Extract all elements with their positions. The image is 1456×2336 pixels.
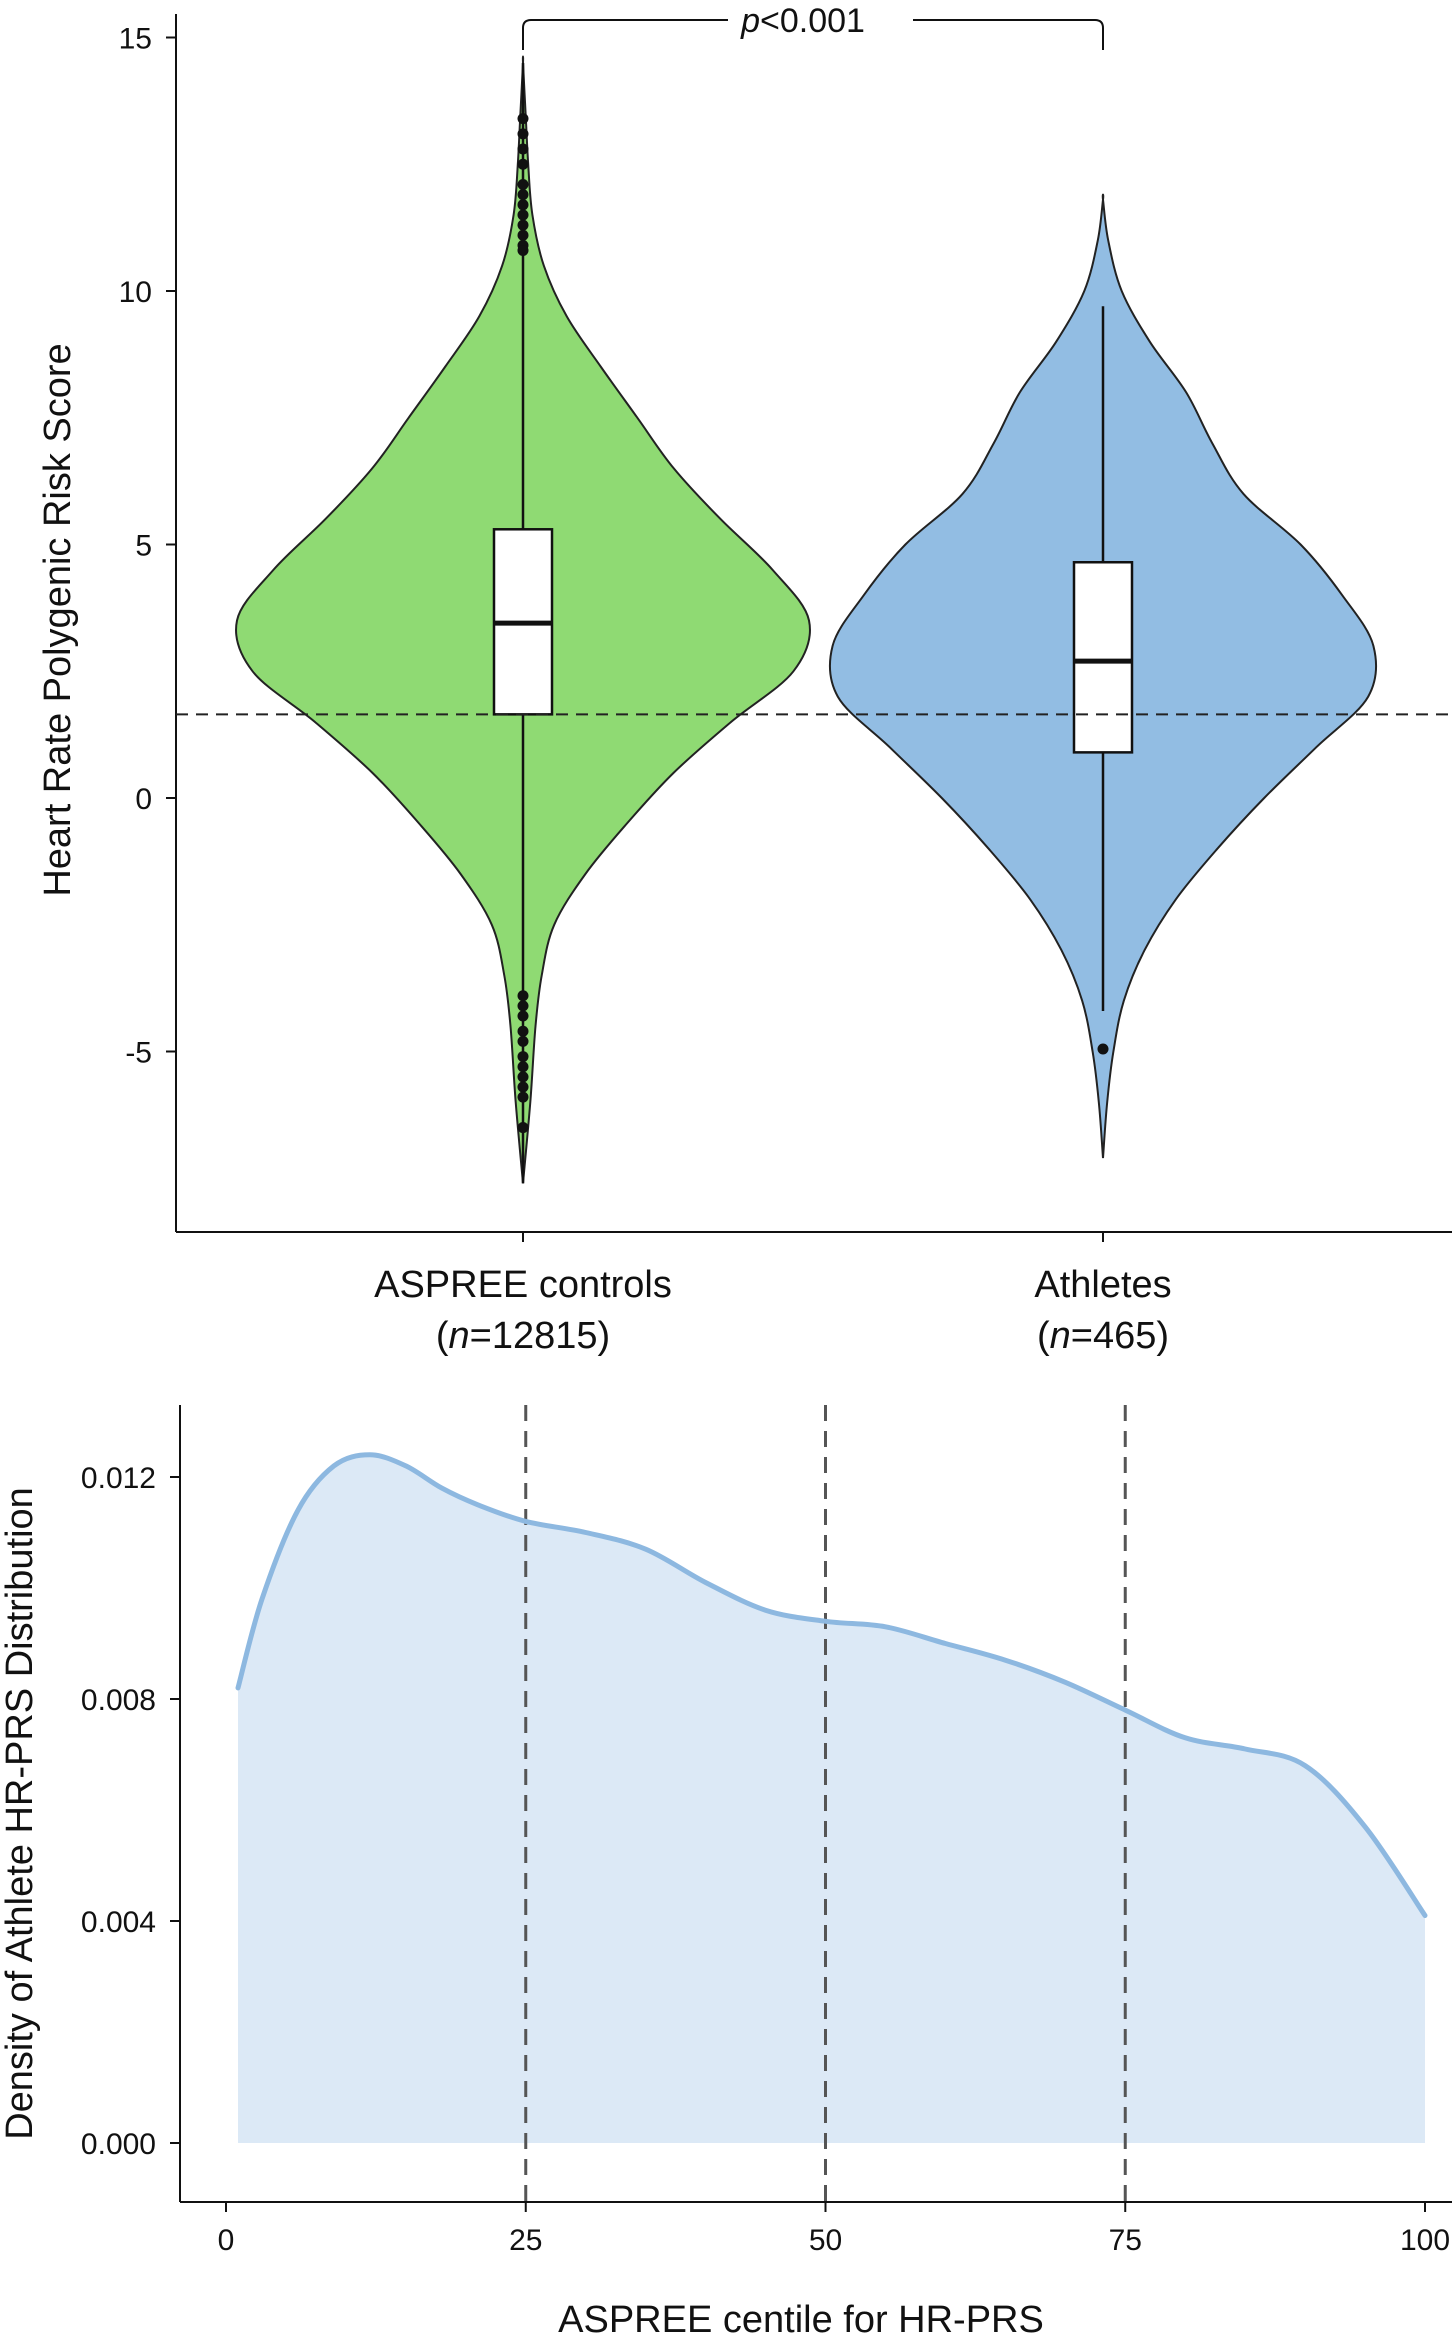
p-symbol: p: [740, 2, 760, 40]
iqr-box: [1072, 560, 1134, 754]
outlier-point: [517, 1010, 529, 1022]
density-curve: [235, 1452, 1428, 1918]
outlier-point: [517, 1091, 529, 1103]
outlier-point: [517, 229, 529, 241]
outlier-point: [517, 1000, 529, 1012]
outlier-point: [517, 189, 529, 201]
outlier-point: [517, 199, 529, 211]
outlier-point: [517, 143, 529, 155]
group-label: ASPREE controls: [374, 1264, 672, 1306]
outlier-point: [517, 1071, 529, 1083]
y-tick-label: 15: [119, 23, 152, 56]
y-axis-title: Density of Athlete HR-PRS Distribution: [0, 1487, 41, 2140]
x-tick-label: 25: [509, 2224, 542, 2257]
x-tick-label: 100: [1400, 2224, 1450, 2257]
y-tick-label: -5: [125, 1037, 152, 1070]
y-tick-label: 0.008: [81, 1684, 156, 1717]
p-value: <0.001: [760, 2, 865, 40]
x-tick-label: 75: [1109, 2224, 1142, 2257]
bracket-right: [913, 19, 1104, 50]
y-axis-title: Heart Rate Polygenic Risk Score: [37, 343, 79, 896]
n-value: =465): [1071, 1315, 1169, 1357]
y-tick-label: 0.012: [81, 1462, 156, 1495]
n-value: =12815): [470, 1315, 611, 1357]
outlier-point: [517, 179, 529, 191]
outlier-point: [1097, 1043, 1109, 1055]
y-tick-label: 5: [135, 530, 152, 563]
y-tick-label: 10: [119, 276, 152, 309]
n-symbol: n: [449, 1315, 470, 1357]
outlier-point: [517, 1122, 529, 1134]
group-n-label: (n=465): [1037, 1315, 1169, 1357]
n-symbol: n: [1050, 1315, 1071, 1357]
outlier-point: [517, 128, 529, 140]
n-open: (: [1037, 1315, 1050, 1357]
outlier-point: [517, 1035, 529, 1047]
violin-panel: 15 10 5 0 -5 Heart Rate Polygenic Risk Score A…: [37, 2, 1452, 1357]
x-tick-label: 0: [218, 2224, 235, 2257]
outlier-point: [517, 244, 529, 256]
group-n-label: (n=12815): [436, 1315, 610, 1357]
y-tick-label: 0.000: [81, 2128, 156, 2161]
x-axis-title: ASPREE centile for HR-PRS: [558, 2299, 1044, 2336]
outlier-point: [517, 209, 529, 221]
violin-group-0: [235, 55, 811, 1184]
outlier-point: [517, 1081, 529, 1093]
n-open: (: [436, 1315, 449, 1357]
outlier-point: [517, 219, 529, 231]
y-tick-label: 0: [135, 783, 152, 816]
density-area-fill: [238, 1454, 1425, 2143]
density-panel: 0.000 0.004 0.008 0.012 0 25 50 75 100 Density of…: [0, 1405, 1452, 2336]
outlier-point: [517, 158, 529, 170]
violin-group-1: [828, 193, 1378, 1159]
outlier-point: [517, 990, 529, 1002]
outlier-point: [517, 1061, 529, 1073]
outlier-point: [517, 1025, 529, 1037]
group-label: Athletes: [1034, 1264, 1171, 1306]
y-tick-label: 0.004: [81, 1906, 156, 1939]
outlier-point: [517, 1051, 529, 1063]
p-value-annotation: p<0.001: [740, 2, 865, 40]
outlier-point: [517, 113, 529, 125]
bracket-left: [522, 19, 728, 50]
x-tick-label: 50: [809, 2224, 842, 2257]
